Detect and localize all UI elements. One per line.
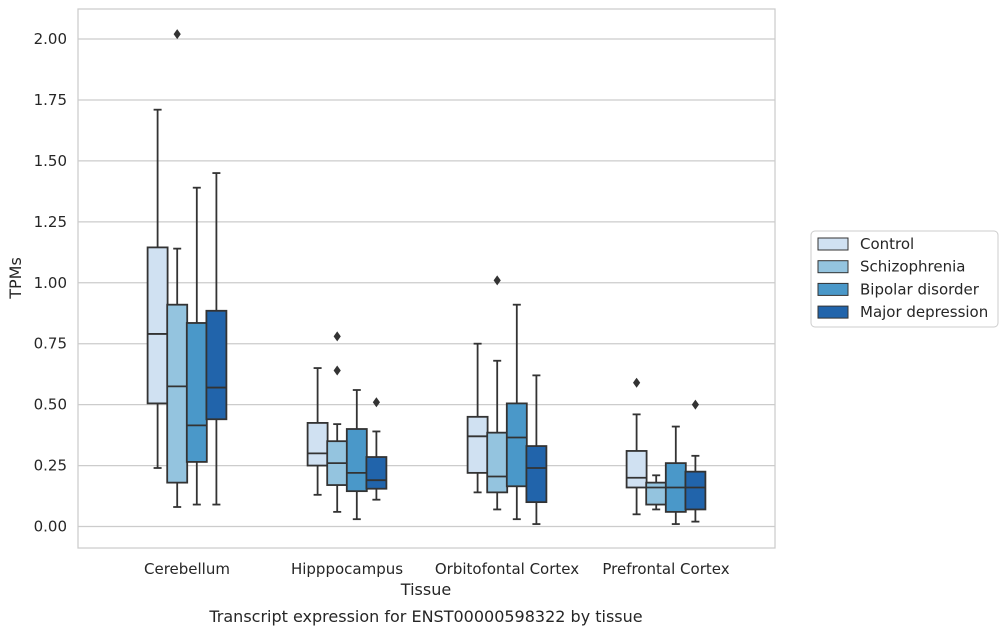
box-iqr xyxy=(166,303,189,484)
legend-label: Major depression xyxy=(860,303,988,321)
box-major-depression xyxy=(205,172,228,506)
x-tick-label: Prefrontal Cortex xyxy=(602,560,729,578)
x-tick-labels: Cerebellum Hipppocampus Orbitofontal Corte… xyxy=(144,560,730,578)
y-tick-label: 1.25 xyxy=(34,213,67,231)
y-tick-label: 2.00 xyxy=(34,30,67,48)
legend-frame xyxy=(810,230,999,328)
box-iqr xyxy=(185,322,208,463)
box-control xyxy=(466,342,489,494)
outlier-point xyxy=(633,377,641,388)
box-control xyxy=(146,108,169,469)
box-schizophrenia xyxy=(326,331,349,513)
chart-caption: Transcript expression for ENST0000059832… xyxy=(208,607,642,626)
box-bipolar-disorder xyxy=(185,186,208,506)
y-tick-label: 0.50 xyxy=(34,396,67,414)
box-iqr xyxy=(486,431,509,494)
outlier-point xyxy=(333,365,341,376)
box-control xyxy=(306,367,329,496)
legend-label: Bipolar disorder xyxy=(860,280,980,298)
box-iqr xyxy=(146,246,169,405)
legend-swatch xyxy=(817,305,849,319)
box-bipolar-disorder xyxy=(345,389,368,521)
legend-label: Schizophrenia xyxy=(860,258,965,276)
legend-swatch xyxy=(817,282,849,296)
gridlines xyxy=(78,38,775,528)
box-iqr xyxy=(684,470,707,511)
legend: Control Schizophrenia Bipolar disorder Majo… xyxy=(810,230,999,328)
legend-swatch xyxy=(817,260,849,274)
x-axis-title: Tissue xyxy=(400,580,451,599)
box-control xyxy=(625,377,648,516)
box-iqr xyxy=(365,456,388,490)
box-iqr xyxy=(625,450,648,489)
outlier-point xyxy=(691,399,699,410)
y-tick-labels: 0.00 0.25 0.50 0.75 1.00 1.25 1.50 1.75 2.00 xyxy=(34,30,67,536)
box-iqr xyxy=(466,415,489,474)
legend-label: Control xyxy=(860,235,914,253)
x-tick-label: Hipppocampus xyxy=(291,560,403,578)
box-iqr xyxy=(345,428,368,493)
y-tick-label: 1.50 xyxy=(34,152,67,170)
y-tick-label: 0.25 xyxy=(34,457,67,475)
box-iqr xyxy=(645,481,668,506)
y-tick-label: 0.75 xyxy=(34,335,67,353)
box-iqr xyxy=(306,422,329,467)
y-axis-title: TPMs xyxy=(6,257,25,300)
box-iqr xyxy=(205,309,228,421)
box-major-depression xyxy=(684,399,707,523)
box-groups xyxy=(146,29,707,525)
outlier-point xyxy=(493,275,501,286)
legend-swatch xyxy=(817,237,849,251)
box-iqr xyxy=(525,445,548,504)
outlier-point xyxy=(173,29,181,40)
box-major-depression xyxy=(525,374,548,525)
box-bipolar-disorder xyxy=(505,303,528,521)
x-tick-label: Orbitofontal Cortex xyxy=(435,560,579,578)
x-tick-label: Cerebellum xyxy=(144,560,230,578)
y-tick-label: 0.00 xyxy=(34,518,67,536)
box-major-depression xyxy=(365,397,388,501)
y-tick-label: 1.75 xyxy=(34,91,67,109)
outlier-point xyxy=(372,397,380,408)
y-tick-label: 1.00 xyxy=(34,274,67,292)
outlier-point xyxy=(333,331,341,342)
box-iqr xyxy=(505,402,528,488)
